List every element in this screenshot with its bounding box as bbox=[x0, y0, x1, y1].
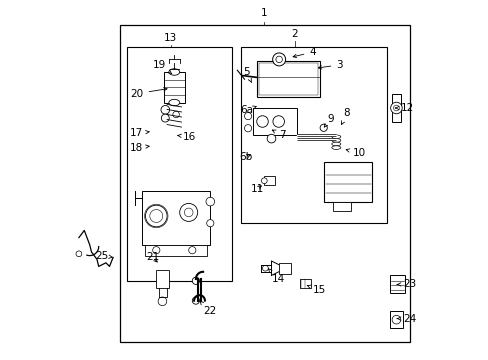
Bar bbox=[156, 270, 168, 288]
Bar bbox=[391, 94, 400, 122]
Circle shape bbox=[161, 114, 169, 122]
Circle shape bbox=[192, 277, 199, 284]
Circle shape bbox=[272, 116, 284, 127]
Circle shape bbox=[145, 205, 167, 227]
Circle shape bbox=[152, 247, 160, 254]
Text: 7: 7 bbox=[272, 130, 285, 140]
Circle shape bbox=[149, 210, 163, 222]
Text: 15: 15 bbox=[306, 285, 325, 295]
Bar bbox=[389, 275, 404, 293]
Circle shape bbox=[393, 105, 399, 111]
Bar bbox=[264, 176, 275, 185]
Text: 24: 24 bbox=[396, 314, 415, 324]
Text: 4: 4 bbox=[292, 47, 315, 58]
Circle shape bbox=[188, 247, 196, 254]
Bar bbox=[253, 108, 296, 135]
Circle shape bbox=[179, 203, 197, 221]
Text: 18: 18 bbox=[130, 143, 149, 153]
Circle shape bbox=[262, 265, 268, 271]
Ellipse shape bbox=[331, 135, 340, 139]
Ellipse shape bbox=[168, 69, 179, 75]
Circle shape bbox=[261, 178, 266, 184]
Bar bbox=[142, 191, 210, 245]
Text: 23: 23 bbox=[396, 279, 415, 289]
Bar bbox=[323, 162, 371, 202]
Text: 12: 12 bbox=[395, 103, 413, 113]
Ellipse shape bbox=[331, 142, 340, 146]
Circle shape bbox=[206, 220, 213, 227]
Text: 6a: 6a bbox=[239, 105, 256, 115]
Circle shape bbox=[390, 102, 401, 114]
Bar bbox=[389, 311, 402, 328]
Circle shape bbox=[158, 297, 166, 306]
Text: 6b: 6b bbox=[239, 152, 252, 162]
Text: 17: 17 bbox=[130, 128, 149, 138]
Text: 20: 20 bbox=[130, 88, 167, 99]
Text: 22: 22 bbox=[200, 301, 216, 316]
Circle shape bbox=[205, 197, 214, 206]
Text: 1: 1 bbox=[261, 8, 267, 18]
Text: 25: 25 bbox=[96, 251, 112, 261]
Ellipse shape bbox=[168, 99, 179, 106]
Text: 14: 14 bbox=[268, 269, 284, 284]
Text: 3: 3 bbox=[318, 60, 342, 70]
Circle shape bbox=[320, 124, 326, 131]
Circle shape bbox=[76, 251, 81, 257]
Text: 19: 19 bbox=[153, 60, 171, 73]
Circle shape bbox=[192, 297, 199, 304]
Bar bbox=[120, 25, 409, 342]
Bar bbox=[163, 72, 185, 103]
Text: 16: 16 bbox=[177, 132, 196, 142]
Circle shape bbox=[172, 111, 179, 118]
Bar bbox=[241, 47, 386, 223]
Circle shape bbox=[266, 134, 275, 143]
Bar bbox=[278, 263, 291, 274]
Text: 5: 5 bbox=[243, 67, 251, 82]
Circle shape bbox=[391, 315, 400, 324]
Text: 10: 10 bbox=[346, 148, 365, 158]
Ellipse shape bbox=[331, 146, 340, 149]
Text: 11: 11 bbox=[250, 184, 263, 194]
Circle shape bbox=[184, 208, 193, 217]
Bar bbox=[332, 202, 350, 211]
Circle shape bbox=[272, 53, 285, 66]
Circle shape bbox=[244, 125, 251, 132]
Text: 2: 2 bbox=[291, 29, 298, 39]
Text: 21: 21 bbox=[146, 252, 159, 262]
Bar bbox=[258, 63, 318, 95]
Circle shape bbox=[161, 105, 169, 114]
Text: 8: 8 bbox=[341, 108, 349, 125]
Bar bbox=[300, 279, 310, 288]
Bar bbox=[127, 47, 231, 281]
Bar bbox=[145, 245, 206, 256]
Text: 9: 9 bbox=[324, 114, 333, 127]
Ellipse shape bbox=[331, 139, 340, 142]
Circle shape bbox=[256, 116, 268, 127]
Bar bbox=[257, 61, 320, 97]
Circle shape bbox=[244, 112, 251, 120]
Circle shape bbox=[275, 56, 282, 63]
Text: 13: 13 bbox=[164, 33, 177, 43]
